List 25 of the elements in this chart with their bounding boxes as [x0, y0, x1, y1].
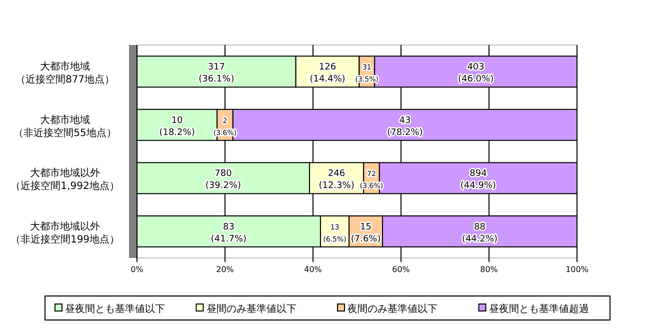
- legend-label: 昼夜間とも基準値以下: [65, 303, 165, 315]
- labels: 403 (46.0%): [458, 62, 494, 85]
- labels: 317 (36.1%): [198, 62, 234, 85]
- x-tick-label: 100%: [566, 265, 589, 274]
- labels: 894 (44.9%): [460, 169, 496, 192]
- labels: 780 (39.2%): [205, 169, 242, 192]
- labels: 15 (7.6%): [350, 222, 381, 244]
- x-tick-label: 20%: [216, 265, 234, 274]
- x-tick-label: 40%: [304, 265, 322, 274]
- y-tick-label: 大都市地域（近接空間877地点）: [15, 60, 115, 86]
- labels: 10 (18.2%): [159, 116, 195, 138]
- labels: 126 (14.4%): [310, 62, 346, 85]
- y-tick-label: 大都市地域（非近接空間55地点）: [14, 114, 116, 139]
- labels: 43 (78.2%): [387, 116, 423, 138]
- labels: 246 (12.3%): [318, 169, 354, 192]
- labels: 83 (41.7%): [210, 222, 247, 244]
- legend-label: 夜間のみ基準値以下: [348, 303, 438, 315]
- x-tick-label: 0%: [130, 265, 144, 274]
- legend-label: 昼夜間とも基準値超過: [488, 303, 589, 315]
- x-tick-label: 80%: [480, 265, 498, 274]
- x-tick-label: 60%: [392, 265, 410, 274]
- y-tick-label: 大都市地域以外（非近接空間199地点）: [10, 220, 120, 246]
- y-tick-label: 大都市地域以外（近接空間1,992地点）: [10, 167, 120, 192]
- labels: 88 (44.2%): [462, 222, 498, 244]
- legend-label: 昼間のみ基準値以下: [206, 303, 296, 315]
